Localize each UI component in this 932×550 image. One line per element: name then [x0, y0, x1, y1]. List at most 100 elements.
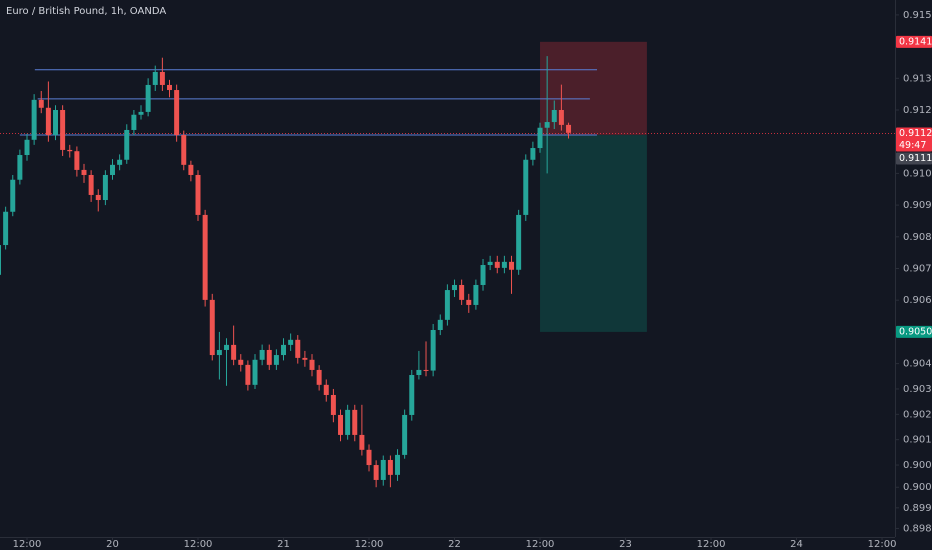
candle-body: [359, 434, 365, 450]
candle-body: [302, 357, 308, 360]
y-tick-label: 0.91000: [903, 168, 932, 179]
candle-body: [309, 359, 315, 370]
candle-body: [266, 349, 272, 365]
candle-body: [501, 261, 507, 268]
candle-body: [288, 339, 294, 345]
candle-body: [53, 109, 58, 136]
candle-body: [544, 122, 550, 128]
candle-body: [17, 155, 23, 180]
chart-title: Euro / British Pound, 1h, OANDA: [6, 6, 166, 17]
price-tag: [896, 325, 932, 338]
candle-body: [402, 414, 408, 455]
candle-body: [273, 355, 279, 365]
candle-body: [252, 359, 258, 385]
x-tick-label: 22: [448, 539, 461, 550]
x-tick-label: 12:00: [526, 539, 555, 550]
x-tick-label: 21: [277, 539, 290, 550]
countdown: 49:47: [899, 140, 926, 151]
candle-body: [295, 339, 301, 358]
candle-body: [551, 109, 557, 123]
y-tick-label: 0.90160: [903, 435, 932, 446]
price-tag: [896, 127, 932, 152]
candle-body: [487, 261, 493, 266]
candle-body: [366, 449, 372, 466]
y-tick-label: 0.90900: [903, 200, 932, 211]
candle-body: [74, 151, 80, 170]
y-tick-label: 0.90400: [903, 359, 932, 370]
candle-body: [38, 99, 44, 108]
x-tick-label: 12:00: [184, 539, 213, 550]
y-tick-label: 0.90600: [903, 295, 932, 306]
price-tag: [896, 35, 932, 48]
x-tick-label: 12:00: [697, 539, 726, 550]
y-tick-label: 0.91200: [903, 105, 932, 116]
candle-body: [10, 179, 16, 212]
candle-body: [345, 409, 351, 435]
candle-body: [209, 299, 215, 356]
price-tag-label: 0.91126: [899, 128, 932, 139]
candle-body: [494, 261, 500, 268]
candle-body: [373, 465, 379, 480]
stop-zone: [540, 41, 647, 136]
candle-body: [95, 194, 101, 201]
x-tick-label: 12:00: [13, 539, 42, 550]
price-tag-label: 0.90500: [899, 326, 932, 337]
candle-body: [387, 459, 393, 475]
candle-body: [444, 290, 450, 320]
candle-body: [466, 299, 472, 305]
y-tick-label: 0.90800: [903, 232, 932, 243]
price-tag-label: 0.91415: [899, 36, 932, 47]
candle-body: [558, 109, 564, 125]
y-tick-label: 0.90240: [903, 409, 932, 420]
y-tick-label: 0.91500: [903, 10, 932, 21]
y-tick-label: 0.90080: [903, 460, 932, 471]
x-tick-label: 12:00: [868, 539, 897, 550]
candle-body: [195, 174, 201, 215]
candle-body: [316, 369, 322, 385]
target-zone: [540, 135, 647, 332]
candle-body: [131, 114, 137, 130]
candle-body: [88, 174, 94, 195]
candle-body: [352, 409, 358, 435]
candle-body: [530, 148, 536, 160]
x-tick-label: 12:00: [355, 539, 384, 550]
candle-body: [110, 164, 116, 175]
candle-body: [24, 139, 30, 156]
candle-body: [409, 375, 415, 415]
y-tick-label: 0.91300: [903, 73, 932, 84]
candle-body: [259, 349, 265, 360]
candle-body: [145, 84, 151, 112]
candle-body: [138, 111, 144, 115]
candle-body: [31, 99, 37, 140]
candle-body: [537, 127, 543, 149]
candle-body: [124, 129, 130, 160]
candle-body: [323, 384, 329, 395]
candle-body: [60, 109, 66, 150]
candle-body: [416, 369, 422, 376]
candle-body: [338, 414, 344, 435]
y-tick-label: 0.90010: [903, 482, 932, 493]
y-tick-label: 0.90320: [903, 384, 932, 395]
candle-body: [216, 349, 222, 356]
candle-body: [459, 284, 465, 300]
candle-body: [102, 174, 108, 201]
x-tick-label: 23: [619, 539, 632, 550]
candle-body: [566, 124, 572, 133]
price-tag-label: 0.91113: [899, 153, 932, 164]
candle-body: [238, 359, 244, 365]
candle-body: [480, 265, 486, 285]
candle-body: [188, 164, 194, 175]
candle-body: [152, 71, 158, 85]
y-tick-label: 0.89880: [903, 523, 932, 534]
candle-body: [437, 319, 443, 330]
x-tick-label: 20: [106, 539, 119, 550]
candle-body: [67, 149, 73, 152]
candle-body: [395, 454, 401, 475]
candle-body: [45, 107, 51, 136]
candle-body: [159, 71, 165, 85]
candle-body: [473, 284, 479, 305]
candle-body: [3, 211, 9, 246]
candle-body: [281, 344, 287, 356]
